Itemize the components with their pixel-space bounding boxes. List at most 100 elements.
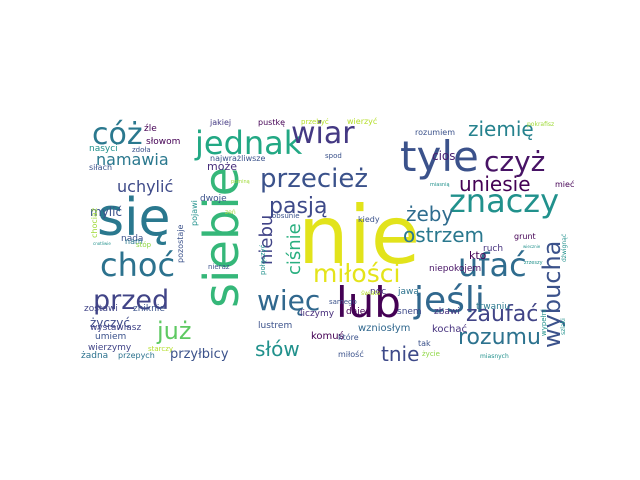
- word-36: kto: [469, 249, 487, 262]
- word-99: szlaki: [560, 318, 567, 335]
- word-60: dwoje: [200, 194, 227, 204]
- word-57: żadna: [81, 351, 108, 361]
- word-74: pominą: [231, 179, 250, 185]
- word-55: wierzymy: [88, 343, 132, 353]
- word-27: ziemię: [468, 117, 534, 141]
- word-50: zbawi: [434, 307, 460, 317]
- word-83: nam: [125, 237, 143, 246]
- word-79: kiedy: [358, 215, 380, 224]
- word-19: rozumu: [458, 325, 541, 350]
- word-48: jawą: [397, 287, 419, 297]
- word-53: ruch: [483, 244, 503, 254]
- word-43: zostawi: [84, 304, 118, 314]
- word-12: czyż: [484, 145, 545, 178]
- word-20: pasją: [269, 194, 328, 219]
- word-7: jednak: [194, 124, 303, 162]
- word-15: przecież: [260, 164, 368, 194]
- word-97: dźwignąć: [561, 234, 568, 262]
- word-63: jakiej: [209, 118, 231, 127]
- word-21: zaufać: [466, 302, 538, 327]
- word-10: cóż: [92, 117, 143, 152]
- word-6: choć: [100, 246, 175, 284]
- word-84: stóp: [136, 241, 152, 249]
- word-34: mylić: [90, 205, 122, 219]
- word-62: słowom: [146, 137, 180, 147]
- word-35: może: [207, 160, 237, 173]
- word-92: miasnych: [480, 353, 509, 360]
- word-47: noc: [370, 287, 386, 297]
- word-14: przed: [93, 285, 169, 316]
- word-61: źle: [144, 124, 157, 134]
- word-90: tak: [418, 339, 431, 348]
- word-95: świata: [361, 290, 381, 297]
- word-45: liczymy: [300, 309, 335, 319]
- word-69: nasyci: [89, 144, 118, 154]
- word-94: starczy: [148, 345, 173, 353]
- word-65: przebyć: [301, 118, 329, 126]
- word-17: już: [156, 317, 191, 345]
- word-5: jeśli: [413, 280, 485, 321]
- word-52: trwaniu: [476, 302, 510, 312]
- word-91: życie: [422, 350, 440, 358]
- word-49: snem: [397, 307, 422, 317]
- word-64: pustkę: [258, 118, 285, 127]
- word-82: chociaż: [90, 208, 99, 238]
- word-96: cnotliwie: [93, 241, 111, 246]
- word-58: przepych: [118, 351, 155, 360]
- word-78: obsunie: [272, 212, 300, 220]
- word-1: się: [97, 188, 171, 248]
- word-40: lustrem: [258, 321, 292, 331]
- word-100: wiecznie: [523, 244, 541, 249]
- word-98: zrzeszy: [524, 260, 543, 266]
- word-85: nieraz: [208, 263, 230, 271]
- word-77: zeń: [225, 209, 236, 216]
- word-59: nada: [121, 234, 143, 244]
- word-39: komuś: [311, 330, 344, 342]
- word-51: niepokojem: [429, 264, 481, 274]
- word-8: znaczy: [449, 182, 559, 220]
- word-46: daje: [346, 307, 366, 317]
- word-26: tnie: [381, 342, 419, 366]
- word-2: siebie: [194, 167, 250, 308]
- word-0: nie: [298, 189, 420, 282]
- word-38: wzniosłym: [358, 323, 410, 334]
- word-29: uchylić: [117, 177, 173, 196]
- word-73: siłach: [89, 163, 112, 172]
- word-76: mieć: [555, 179, 574, 189]
- word-89: miłość: [338, 349, 364, 359]
- word-30: ciśnie: [284, 223, 305, 275]
- word-80: pojawi: [190, 200, 199, 226]
- word-70: zdoła: [132, 146, 151, 154]
- word-56: umiem: [95, 332, 126, 342]
- word-32: przyłbicy: [170, 347, 229, 362]
- word-75: miasnią: [430, 182, 450, 188]
- word-11: wiar: [291, 116, 355, 151]
- word-86: samego: [329, 298, 357, 306]
- word-24: żeby: [406, 202, 453, 226]
- word-67: rozumiem: [415, 128, 455, 137]
- word-cloud-words: nie się siebie lub tyle jeśli choć jednak znaczy…: [81, 116, 574, 366]
- word-31: niebu: [256, 215, 277, 265]
- word-42: wystawiasz: [90, 323, 141, 333]
- word-37: życzyć: [90, 316, 130, 330]
- word-16: miłości: [313, 259, 400, 288]
- word-3: lub: [336, 278, 401, 327]
- word-4: tyle: [400, 132, 479, 181]
- word-68: pokrafisz: [527, 121, 554, 128]
- word-71: najwrażliwsze: [210, 154, 265, 163]
- word-81: pozostaje: [176, 225, 185, 263]
- word-13: więc: [257, 284, 320, 317]
- word-66: wierzyć: [347, 116, 377, 126]
- word-23: uniesie: [459, 172, 531, 196]
- word-87: połączyć: [259, 244, 267, 275]
- word-72: spod: [325, 152, 342, 160]
- word-33: cios: [432, 149, 456, 163]
- word-88: które: [338, 332, 359, 342]
- word-44: zniknie: [133, 304, 165, 314]
- word-41: kochać: [432, 323, 467, 335]
- word-93: wypełni: [540, 309, 548, 336]
- word-54: grunt: [514, 232, 536, 241]
- word-28: namawia: [96, 150, 169, 169]
- word-18: wybucha: [538, 241, 566, 348]
